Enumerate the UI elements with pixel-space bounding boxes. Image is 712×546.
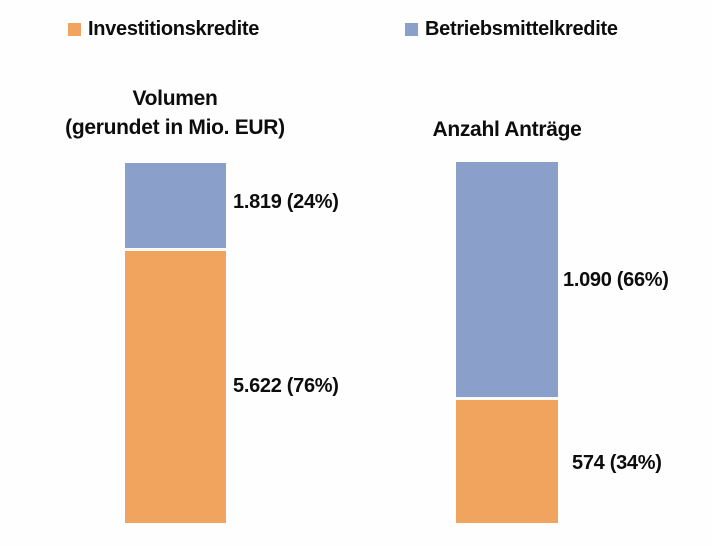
legend-item-investitionskredite: Investitionskredite xyxy=(68,18,259,41)
data-label-antraege-blue: 1.090 (66%) xyxy=(563,269,669,291)
bar-segment-investitionskredite xyxy=(125,251,226,523)
legend-item-betriebsmittelkredite: Betriebsmittelkredite xyxy=(405,18,618,41)
bar-volumen xyxy=(125,163,226,523)
segment-divider xyxy=(456,397,558,400)
bar-segment-betriebsmittelkredite xyxy=(125,163,226,248)
bar-anzahl-antraege xyxy=(456,162,558,523)
legend-label: Investitionskredite xyxy=(88,18,260,40)
data-label-antraege-orange: 574 (34%) xyxy=(572,452,662,474)
column-title-volumen: Volumen (gerundet in Mio. EUR) xyxy=(20,84,330,142)
data-label-volumen-blue: 1.819 (24%) xyxy=(233,191,339,213)
bar-segment-investitionskredite xyxy=(456,400,558,523)
column-title-line1: Volumen xyxy=(132,87,218,110)
data-label-volumen-orange: 5.622 (76%) xyxy=(233,375,339,397)
legend-label: Betriebsmittelkredite xyxy=(425,18,618,40)
column-title-line2: (gerundet in Mio. EUR) xyxy=(65,116,285,139)
column-title-line1: Anzahl Anträge xyxy=(432,118,582,141)
legend-swatch-orange-icon xyxy=(68,23,81,36)
segment-divider xyxy=(125,248,226,251)
column-title-anzahl-antraege: Anzahl Anträge xyxy=(377,115,637,144)
bar-segment-betriebsmittelkredite xyxy=(456,162,558,397)
legend-swatch-blue-icon xyxy=(405,23,418,36)
